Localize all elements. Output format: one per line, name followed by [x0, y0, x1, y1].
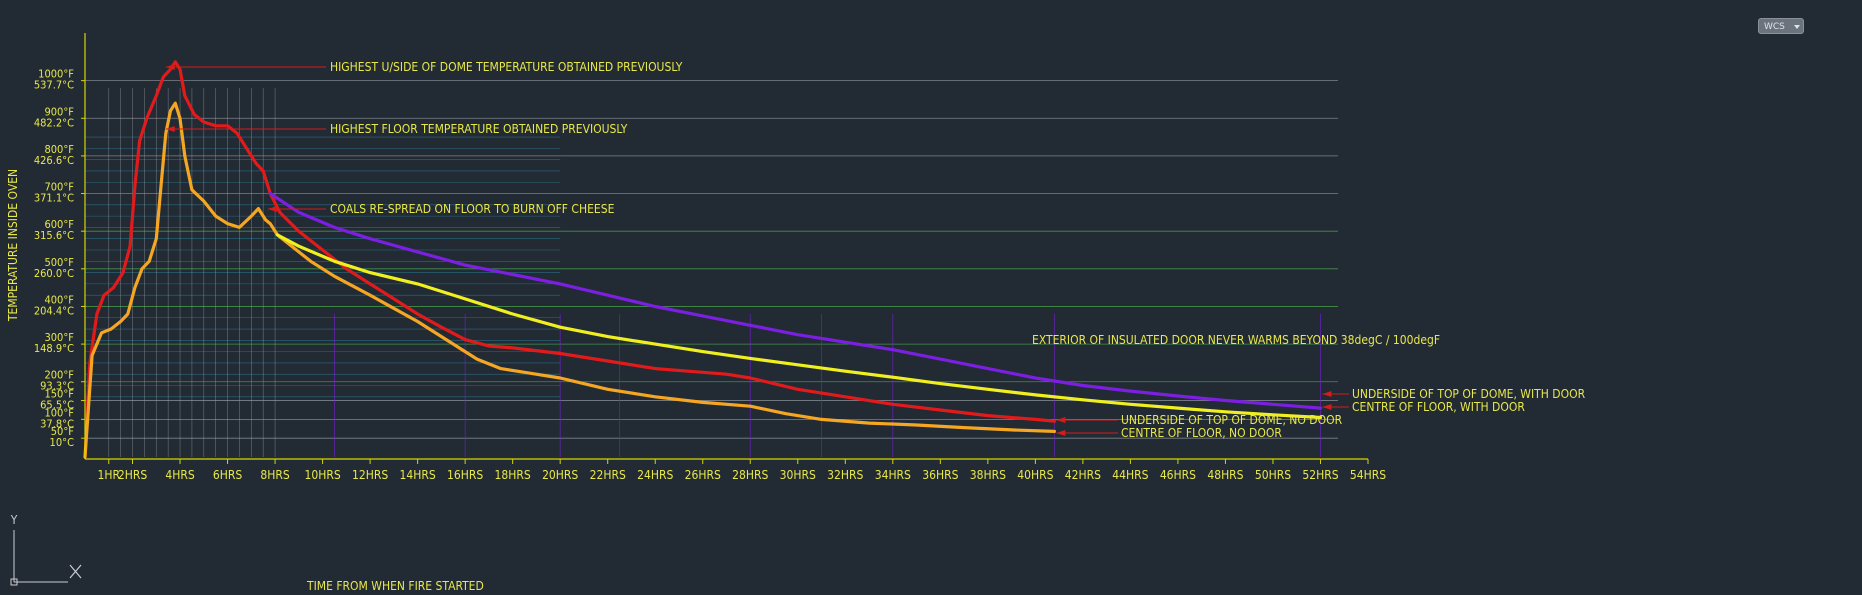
x-tick-label: 32HRS [827, 468, 863, 482]
y-tick-label-f: 150°F [44, 388, 74, 401]
y-tick-label-c: 260.0°C [34, 267, 74, 280]
ucs-x-marker [69, 564, 82, 579]
wcs-label: WCS [1764, 22, 1785, 32]
arrow-icon [1322, 391, 1332, 397]
series-label-floor-no-door: CENTRE OF FLOOR, NO DOOR [1121, 426, 1282, 440]
annotation-layer: HIGHEST U/SIDE OF DOME TEMPERATURE OBTAI… [165, 60, 1440, 347]
x-tick-label: 1HR [98, 468, 121, 482]
x-tick-label: 28HRS [732, 468, 768, 482]
y-tick-label-f: 1000°F [38, 68, 74, 81]
x-tick-label: 14HRS [400, 468, 436, 482]
axis-layer [84, 33, 1368, 460]
x-axis-title: TIME FROM WHEN FIRE STARTED [306, 579, 484, 593]
y-tick-label-f: 800°F [44, 143, 74, 156]
wcs-dropdown[interactable]: WCS [1758, 18, 1804, 34]
x-tick-label: 16HRS [447, 468, 483, 482]
y-tick-label-c: 10°C [50, 436, 75, 449]
series-line-3 [275, 233, 1323, 420]
y-tick-label-f: 100°F [44, 406, 74, 419]
x-tick-label: 54HRS [1350, 468, 1386, 482]
y-tick-label-f: 900°F [44, 105, 74, 118]
x-tick-label: 24HRS [637, 468, 673, 482]
x-tick-label: 4HRS [165, 468, 194, 482]
x-tick-label: 44HRS [1112, 468, 1148, 482]
chevron-down-icon [1794, 25, 1800, 29]
series-layer [83, 60, 1323, 459]
y-tick-label-c: 371.1°C [34, 192, 74, 205]
x-tick-label: 20HRS [542, 468, 578, 482]
y-tick-label-c: 426.6°C [34, 154, 74, 167]
x-tick-label: 22HRS [590, 468, 626, 482]
arrow-icon [1056, 417, 1066, 423]
x-tick-label: 34HRS [875, 468, 911, 482]
x-tick-label: 10HRS [304, 468, 340, 482]
annotation-highest-dome: HIGHEST U/SIDE OF DOME TEMPERATURE OBTAI… [330, 60, 683, 74]
y-tick-label-f: 500°F [44, 256, 74, 269]
y-tick-label-c: 204.4°C [34, 304, 74, 317]
y-tick-label-f: 50°F [51, 425, 75, 438]
y-tick-label-c: 65.5°C [40, 399, 74, 412]
series-label-dome-with-door: UNDERSIDE OF TOP OF DOME, WITH DOOR [1352, 387, 1586, 401]
arrow-icon [165, 126, 175, 132]
x-tick-label: 40HRS [1017, 468, 1053, 482]
x-tick-label: 30HRS [780, 468, 816, 482]
y-tick-label-c: 482.2°C [34, 116, 74, 129]
y-tick-label-f: 200°F [44, 369, 74, 382]
arrow-icon [267, 206, 277, 212]
y-tick-label-c: 93.3°C [40, 380, 74, 393]
y-tick-label-c: 148.9°C [34, 342, 74, 355]
annotation-exterior-door: EXTERIOR OF INSULATED DOOR NEVER WARMS B… [1032, 333, 1440, 347]
x-tick-label: 12HRS [352, 468, 388, 482]
y-axis-title: TEMPERATURE INSIDE OVEN [6, 169, 20, 322]
arrow-icon [1322, 404, 1332, 410]
x-tick-label: 36HRS [922, 468, 958, 482]
y-tick-label-f: 300°F [44, 331, 74, 344]
arrow-icon [165, 64, 175, 70]
x-tick-label: 46HRS [1160, 468, 1196, 482]
x-tick-label: 50HRS [1255, 468, 1291, 482]
series-label-floor-with-door: CENTRE OF FLOOR, WITH DOOR [1352, 400, 1525, 414]
y-tick-label-f: 600°F [44, 218, 74, 231]
y-tick-label-c: 315.6°C [34, 229, 74, 242]
x-tick-label: 26HRS [685, 468, 721, 482]
arrow-icon [1056, 430, 1066, 436]
series-line-2 [268, 191, 1323, 410]
x-tick-label: 42HRS [1065, 468, 1101, 482]
grid-layer [85, 80, 1338, 457]
x-tick-label: 52HRS [1302, 468, 1338, 482]
y-tick-label-f: 700°F [44, 181, 74, 194]
x-tick-label: 38HRS [970, 468, 1006, 482]
ucs-icon: Y [10, 513, 82, 586]
y-tick-label-c: 537.7°C [34, 79, 74, 92]
annotation-coals-respread: COALS RE-SPREAD ON FLOOR TO BURN OFF CHE… [330, 202, 615, 216]
x-tick-label: 48HRS [1207, 468, 1243, 482]
series-line-1 [83, 101, 1057, 459]
ucs-y-label: Y [10, 513, 18, 527]
y-tick-label-f: 400°F [44, 293, 74, 306]
x-tick-label: 2HRS [118, 468, 147, 482]
x-tick-label: 6HRS [213, 468, 242, 482]
label-layer: UNDERSIDE OF TOP OF DOME, NO DOOR CENTRE… [1056, 387, 1586, 440]
annotation-highest-floor: HIGHEST FLOOR TEMPERATURE OBTAINED PREVI… [330, 122, 628, 136]
x-tick-label: 8HRS [260, 468, 289, 482]
x-tick-label: 18HRS [495, 468, 531, 482]
series-label-dome-no-door: UNDERSIDE OF TOP OF DOME, NO DOOR [1121, 413, 1343, 427]
y-tick-label-c: 37.8°C [40, 417, 74, 430]
